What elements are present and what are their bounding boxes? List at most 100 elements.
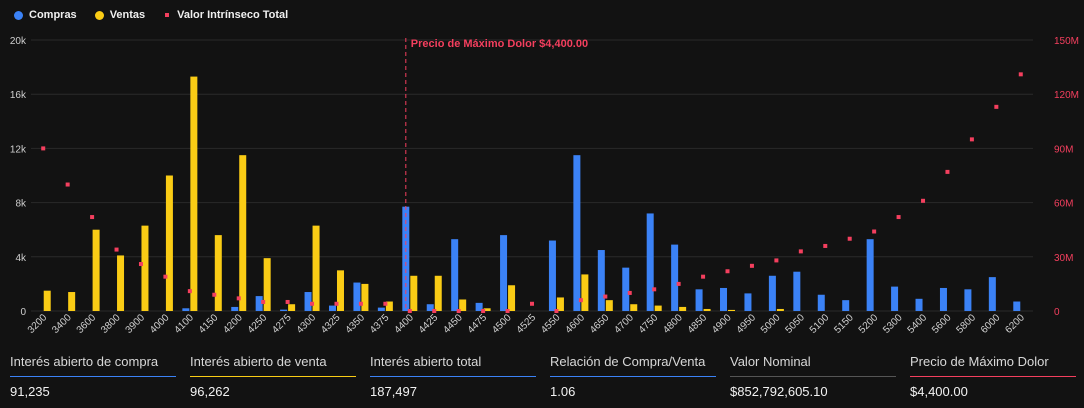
x-tick-label: 4375 xyxy=(368,312,392,336)
point-valor-intrinseco xyxy=(994,104,999,109)
bar-ventas xyxy=(556,297,564,311)
stat-label: Precio de Máximo Dolor xyxy=(910,354,1049,369)
x-tick-label: 5150 xyxy=(832,312,856,336)
bar-ventas xyxy=(68,292,76,311)
point-valor-intrinseco xyxy=(701,274,706,279)
point-valor-intrinseco xyxy=(749,263,754,268)
stat-value: 187,497 xyxy=(370,384,417,399)
point-valor-intrinseco xyxy=(261,299,266,304)
x-tick-label: 4700 xyxy=(612,312,636,336)
stat-underline xyxy=(190,376,356,377)
x-tick-label: 4000 xyxy=(148,312,172,336)
x-tick-label: 5600 xyxy=(930,312,954,336)
x-tick-label: 4300 xyxy=(295,312,319,336)
stat-label: Interés abierto de venta xyxy=(190,354,327,369)
point-valor-intrinseco xyxy=(603,294,608,299)
stat-max-pain: Precio de Máximo Dolor $4,400.00 xyxy=(910,348,1076,399)
x-tick-label: 6000 xyxy=(979,312,1003,336)
legend-label-valor: Valor Intrínseco Total xyxy=(177,9,289,21)
bar-compras xyxy=(500,235,508,311)
bar-compras xyxy=(377,307,385,311)
x-tick-label: 4100 xyxy=(172,312,196,336)
bar-ventas xyxy=(679,306,687,311)
bar-ventas xyxy=(459,299,467,311)
point-valor-intrinseco xyxy=(505,309,510,313)
bar-ventas xyxy=(605,300,613,311)
bar-compras xyxy=(182,308,190,311)
point-valor-intrinseco xyxy=(554,309,559,313)
bar-ventas xyxy=(43,290,51,311)
y-tick-label-left: 0 xyxy=(20,307,26,318)
y-tick-label-left: 12k xyxy=(10,144,27,155)
bar-ventas xyxy=(239,155,247,311)
bar-ventas xyxy=(483,308,491,311)
bar-compras xyxy=(353,282,361,311)
stat-label: Relación de Compra/Venta xyxy=(550,354,706,369)
point-valor-intrinseco xyxy=(310,301,315,306)
bar-ventas xyxy=(361,283,369,311)
bar-ventas xyxy=(776,308,784,311)
stat-value: 1.06 xyxy=(550,384,576,399)
x-tick-label: 4350 xyxy=(344,312,368,336)
point-valor-intrinseco xyxy=(456,309,461,313)
bar-ventas xyxy=(581,274,589,311)
stat-value: $4,400.00 xyxy=(910,384,968,399)
bar-compras xyxy=(646,213,654,311)
stat-underline xyxy=(10,376,176,377)
x-tick-label: 4275 xyxy=(270,312,294,336)
x-tick-label: 4325 xyxy=(319,312,343,336)
point-valor-intrinseco xyxy=(138,262,143,267)
y-tick-label-left: 4k xyxy=(15,253,27,264)
point-valor-intrinseco xyxy=(1018,72,1023,77)
bar-compras xyxy=(548,240,556,311)
bar-ventas xyxy=(165,175,173,311)
x-tick-label: 4450 xyxy=(441,312,465,336)
legend-label-ventas: Ventas xyxy=(109,9,146,21)
x-tick-label: 4525 xyxy=(515,312,539,336)
legend-item-valor[interactable]: Valor Intrínseco Total xyxy=(163,9,288,21)
bar-ventas xyxy=(703,308,711,311)
stat-underline xyxy=(550,376,716,377)
stat-underline xyxy=(730,376,896,377)
y-tick-label-right: 0 xyxy=(1054,307,1060,318)
point-valor-intrinseco xyxy=(652,287,657,292)
x-tick-label: 5100 xyxy=(808,312,832,336)
bar-compras xyxy=(720,287,728,311)
bar-compras xyxy=(426,304,434,311)
bar-ventas xyxy=(141,225,149,311)
bar-compras xyxy=(280,309,288,311)
bar-ventas xyxy=(190,76,198,312)
legend-swatch-valor xyxy=(165,13,170,17)
point-valor-intrinseco xyxy=(823,243,828,248)
point-valor-intrinseco xyxy=(921,198,926,203)
point-valor-intrinseco xyxy=(798,249,803,254)
bar-compras xyxy=(304,292,312,311)
legend-item-compras[interactable]: Compras xyxy=(14,9,77,21)
bar-compras xyxy=(597,250,605,311)
point-valor-intrinseco xyxy=(65,182,70,187)
x-tick-label: 4850 xyxy=(686,312,710,336)
x-tick-label: 5200 xyxy=(857,312,881,336)
legend-item-ventas[interactable]: Ventas xyxy=(94,9,146,21)
bar-compras xyxy=(622,267,630,311)
x-tick-label: 4400 xyxy=(392,312,416,336)
point-valor-intrinseco xyxy=(285,299,290,304)
point-valor-intrinseco xyxy=(163,274,168,279)
point-valor-intrinseco xyxy=(90,215,95,220)
x-tick-label: 4475 xyxy=(466,312,490,336)
x-tick-label: 5800 xyxy=(955,312,979,336)
bar-compras xyxy=(939,287,947,311)
chart-legend: Compras Ventas Valor Intrínseco Total xyxy=(14,9,288,21)
x-tick-label: 4200 xyxy=(221,312,245,336)
x-tick-label: 4500 xyxy=(490,312,514,336)
bar-compras xyxy=(964,289,972,311)
stat-total-oi: Interés abierto total 187,497 xyxy=(370,348,536,399)
x-tick-label: 3400 xyxy=(50,312,74,336)
point-valor-intrinseco xyxy=(236,296,241,301)
point-valor-intrinseco xyxy=(896,215,901,220)
x-tick-label: 4900 xyxy=(710,312,734,336)
bar-compras xyxy=(866,239,874,311)
stat-label: Interés abierto de compra xyxy=(10,354,159,369)
bar-compras xyxy=(573,155,581,311)
x-tick-label: 5050 xyxy=(783,312,807,336)
